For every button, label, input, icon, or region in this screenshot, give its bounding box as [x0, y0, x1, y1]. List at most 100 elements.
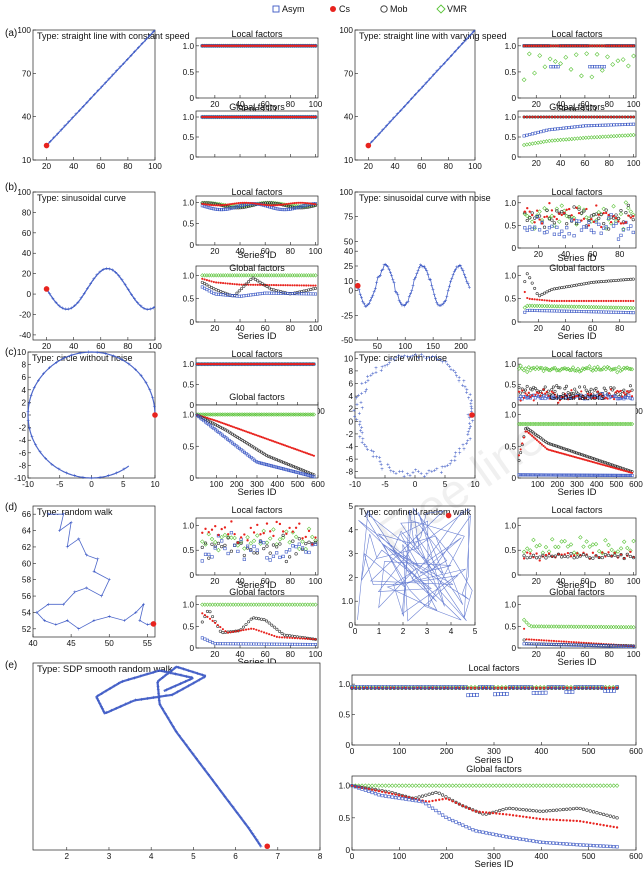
x-tick-label: 80	[286, 247, 296, 256]
mob-point	[268, 455, 272, 459]
cs-point	[598, 115, 601, 119]
cs-point	[216, 363, 219, 366]
y-tick-label: 1.0	[505, 199, 517, 208]
cs-point	[534, 393, 537, 396]
cs-point	[256, 202, 260, 206]
cs-point	[523, 210, 526, 213]
x-tick-label: 100	[531, 480, 545, 489]
cs-point	[260, 115, 263, 119]
cs-point	[586, 44, 589, 47]
y-tick-label: 1.0	[183, 198, 195, 207]
trajectory-point: +	[380, 269, 384, 275]
asym-point	[601, 123, 605, 127]
cs-point	[246, 431, 249, 434]
cs-point	[250, 432, 253, 435]
trajectory-point: +	[355, 396, 359, 402]
mob-point	[570, 115, 574, 119]
cs-point	[219, 281, 222, 284]
vmr-point	[554, 206, 560, 211]
cs-point	[622, 44, 626, 47]
mob-point	[626, 203, 630, 207]
vmr-point	[291, 412, 296, 417]
series-Cs	[523, 290, 635, 303]
vmr-point	[557, 219, 562, 224]
cs-point	[527, 44, 531, 47]
vmr-point	[620, 57, 626, 62]
asym-point	[525, 228, 529, 232]
trajectory-point: +	[126, 57, 130, 63]
x-tick-label: 8	[318, 852, 323, 861]
trajectory-point: +	[87, 350, 91, 356]
y-tick-label: 58	[22, 576, 32, 585]
cs-point	[251, 115, 254, 119]
trajectory-point: +	[111, 73, 115, 79]
trajectory-point: +	[158, 695, 162, 701]
cs-point	[237, 44, 240, 47]
cs-point	[526, 394, 529, 397]
trajectory-point: +	[390, 274, 394, 280]
cs-point	[207, 363, 210, 366]
trajectory-point: +	[136, 301, 140, 307]
cs-point	[260, 203, 263, 206]
y-tick-label: 10	[22, 156, 32, 165]
mob-point	[602, 222, 606, 226]
mob-point	[550, 218, 554, 222]
vmr-point	[610, 62, 616, 67]
trajectory-point: +	[374, 371, 378, 377]
cs-point	[286, 636, 289, 639]
cs-point	[280, 636, 284, 639]
cs-point	[614, 391, 617, 394]
axes-frame	[517, 110, 637, 158]
cs-point	[282, 284, 285, 287]
asym-point	[210, 206, 214, 210]
trajectory-point: +	[153, 405, 157, 411]
vmr-point	[586, 216, 592, 221]
y-tick-label: 0.5	[505, 546, 517, 555]
asym-point	[609, 213, 613, 217]
cs-point	[578, 44, 582, 47]
mob-point	[572, 205, 576, 209]
trajectory-point: +	[223, 794, 227, 800]
trajectory-point: +	[399, 108, 403, 114]
mob-point	[623, 115, 627, 119]
mob-point	[545, 115, 549, 119]
cs-point	[211, 619, 214, 622]
trajectory-point: +	[453, 50, 457, 56]
vmr-point	[233, 412, 239, 417]
trajectory-point: +	[407, 295, 411, 301]
cs-point	[580, 299, 583, 303]
cs-point	[312, 284, 315, 287]
cs-point	[222, 363, 225, 366]
trajectory-point: +	[65, 471, 69, 477]
asym-point	[626, 227, 630, 231]
cs-point	[568, 207, 571, 211]
trajectory-point: +	[133, 50, 137, 56]
trajectory-point: +	[394, 290, 398, 296]
asym-point	[561, 126, 565, 130]
x-axis-label: Series ID	[557, 253, 596, 264]
trajectory-point: +	[46, 602, 50, 608]
cs-point	[245, 430, 248, 433]
trajectory-point: +	[434, 297, 438, 303]
cs-point	[252, 283, 255, 286]
asym-point	[537, 228, 542, 232]
mob-point	[587, 115, 591, 119]
x-tick-label: -5	[381, 480, 389, 489]
trajectory-point: +	[164, 694, 168, 700]
cs-point	[233, 115, 237, 119]
asym-point	[564, 126, 568, 130]
cs-point	[258, 283, 262, 286]
trajectory-point: +	[96, 557, 100, 563]
vmr-point	[223, 412, 228, 417]
cs-point	[245, 201, 248, 204]
asym-point	[598, 123, 602, 127]
series-Asym	[200, 285, 317, 298]
cs-point	[545, 390, 548, 393]
vmr-point	[264, 412, 269, 417]
cs-point	[590, 217, 593, 221]
asym-point	[581, 124, 585, 128]
asym-point	[573, 125, 577, 129]
cs-point	[229, 115, 233, 119]
